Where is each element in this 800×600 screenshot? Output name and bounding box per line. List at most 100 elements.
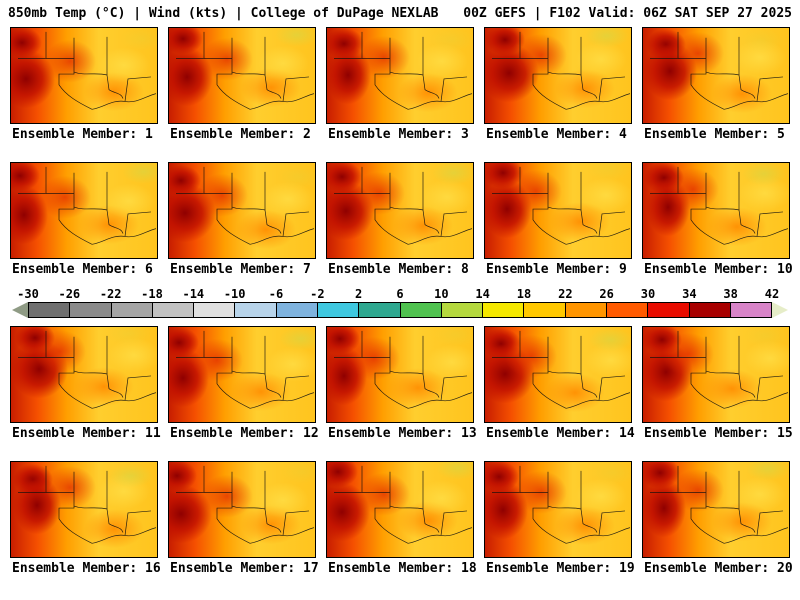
ensemble-row-4: Ensemble Member: 16 Ensemble Member: 17 [0,461,800,576]
header-bar: 850mb Temp (°C) | Wind (kts) | College o… [0,0,800,23]
ensemble-panel: Ensemble Member: 20 [642,461,793,576]
colorbar-tick: 6 [396,287,404,301]
ensemble-panel: Ensemble Member: 6 [10,162,158,277]
ensemble-panel: Ensemble Member: 18 [326,461,477,576]
ensemble-panel: Ensemble Member: 7 [168,162,316,277]
colorbar-tick: 38 [723,287,738,301]
colorbar-tick: 42 [764,287,780,301]
colorbar-segment [193,303,235,317]
map-thumbnail [168,27,316,124]
colorbar-segment [729,303,772,317]
colorbar-gradient [28,302,772,318]
map-thumbnail [168,162,316,259]
map-thumbnail [10,461,158,558]
map-thumbnail [642,162,790,259]
colorbar-tick: -10 [223,287,246,301]
ensemble-member-label: Ensemble Member: 4 [486,127,627,142]
colorbar-segment [110,303,152,317]
map-thumbnail [326,326,474,423]
ensemble-member-label: Ensemble Member: 3 [328,127,469,142]
colorbar-left-arrow [12,302,28,318]
ensemble-panel: Ensemble Member: 2 [168,27,316,142]
ensemble-panel: Ensemble Member: 8 [326,162,474,277]
ensemble-member-label: Ensemble Member: 18 [328,561,477,576]
ensemble-member-label: Ensemble Member: 11 [12,426,161,441]
colorbar-segment [275,303,317,317]
colorbar-segment [564,303,606,317]
colorbar-tick: -22 [99,287,122,301]
ensemble-member-label: Ensemble Member: 6 [12,262,153,277]
ensemble-member-label: Ensemble Member: 2 [170,127,311,142]
run-valid-info: 00Z GEFS | F102 Valid: 06Z SAT SEP 27 20… [463,6,792,21]
ensemble-panel: Ensemble Member: 16 [10,461,161,576]
map-thumbnail [10,326,158,423]
ensemble-row-1: Ensemble Member: 1 Ensemble Member: 2 [0,27,800,142]
ensemble-panel: Ensemble Member: 15 [642,326,793,441]
product-title: 850mb Temp (°C) | Wind (kts) | College o… [8,6,439,21]
map-thumbnail [10,162,158,259]
ensemble-panel: Ensemble Member: 5 [642,27,790,142]
ensemble-panel: Ensemble Member: 1 [10,27,158,142]
map-thumbnail [326,461,474,558]
ensemble-panel: Ensemble Member: 12 [168,326,319,441]
colorbar-segment [482,303,524,317]
colorbar-segment [358,303,400,317]
colorbar-segment [523,303,565,317]
colorbar-tick: -18 [141,287,163,301]
colorbar-tick: 30 [640,287,656,301]
ensemble-member-label: Ensemble Member: 13 [328,426,477,441]
ensemble-member-label: Ensemble Member: 9 [486,262,627,277]
map-thumbnail [484,27,632,124]
map-thumbnail [642,461,790,558]
colorbar-tick: -14 [182,287,205,301]
ensemble-panel: Ensemble Member: 17 [168,461,319,576]
ensemble-member-label: Ensemble Member: 20 [644,561,793,576]
map-thumbnail [642,27,790,124]
colorbar-segment [234,303,276,317]
colorbar-tick: 34 [682,287,697,301]
ensemble-member-label: Ensemble Member: 5 [644,127,785,142]
colorbar-ticks: -30 -26 -22 -18 -14 -10 -6 -2 2 6 10 14 18 22 26 30 34 38… [17,287,779,302]
colorbar-tick: 26 [599,287,614,301]
colorbar-bar [12,302,788,318]
map-thumbnail [642,326,790,423]
colorbar-tick: 18 [516,287,532,301]
colorbar-segment [29,303,70,317]
colorbar-segment [399,303,441,317]
map-thumbnail [326,162,474,259]
ensemble-panel: Ensemble Member: 4 [484,27,632,142]
ensemble-member-label: Ensemble Member: 14 [486,426,635,441]
ensemble-member-label: Ensemble Member: 12 [170,426,319,441]
colorbar-tick: 14 [475,287,490,301]
ensemble-row-2: Ensemble Member: 6 Ensemble Member: 7 [0,162,800,277]
colorbar-tick: -26 [58,287,81,301]
ensemble-member-label: Ensemble Member: 17 [170,561,319,576]
colorbar-tick: 2 [355,287,363,301]
colorbar-right-arrow [772,302,788,318]
map-thumbnail [326,27,474,124]
map-thumbnail [10,27,158,124]
ensemble-panel: Ensemble Member: 3 [326,27,474,142]
ensemble-member-label: Ensemble Member: 7 [170,262,311,277]
ensemble-member-label: Ensemble Member: 1 [12,127,153,142]
colorbar: -30 -26 -22 -18 -14 -10 -6 -2 2 6 10 14 18 22 26 30 34 38… [12,287,788,318]
ensemble-member-label: Ensemble Member: 8 [328,262,469,277]
colorbar-segment [316,303,359,317]
colorbar-tick: -2 [310,287,325,301]
colorbar-tick: -30 [17,287,39,301]
ensemble-panel: Ensemble Member: 9 [484,162,632,277]
map-thumbnail [168,326,316,423]
ensemble-panel: Ensemble Member: 14 [484,326,635,441]
colorbar-segment [647,303,689,317]
colorbar-tick: 10 [434,287,449,301]
colorbar-segment [688,303,730,317]
ensemble-panel: Ensemble Member: 11 [10,326,161,441]
map-thumbnail [484,461,632,558]
ensemble-panel: Ensemble Member: 10 [642,162,793,277]
colorbar-tick: -6 [268,287,284,301]
map-thumbnail [484,326,632,423]
colorbar-segment [151,303,194,317]
colorbar-tick: 22 [558,287,573,301]
ensemble-member-label: Ensemble Member: 10 [644,262,793,277]
colorbar-segment [69,303,111,317]
